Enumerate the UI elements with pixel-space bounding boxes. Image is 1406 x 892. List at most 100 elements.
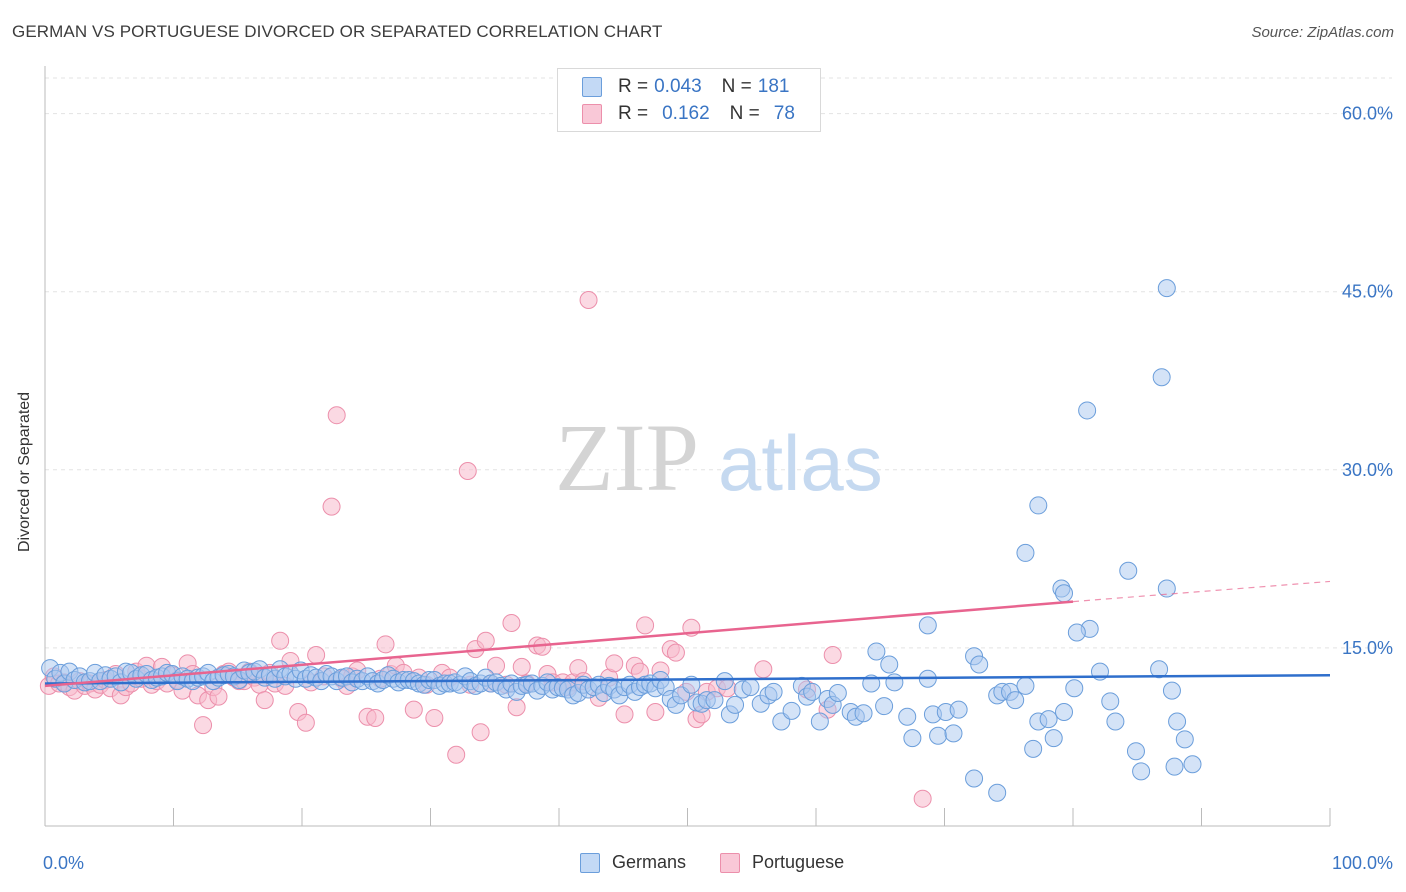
legend-item-germans[interactable]: Germans bbox=[580, 852, 686, 873]
gridlines bbox=[45, 77, 1392, 649]
germans-point bbox=[1165, 757, 1184, 776]
germans-point bbox=[1101, 692, 1120, 711]
germans-point bbox=[1157, 579, 1176, 598]
portuguese-swatch bbox=[582, 104, 602, 124]
germans-point bbox=[1055, 703, 1074, 722]
n-value: 181 bbox=[757, 76, 790, 97]
germans-trendline bbox=[44, 673, 1331, 685]
portuguese-point bbox=[512, 657, 531, 676]
germans-point bbox=[885, 673, 904, 692]
germans-point bbox=[1132, 762, 1151, 781]
portuguese-point bbox=[754, 660, 773, 679]
portuguese-point bbox=[476, 631, 495, 650]
portuguese-point bbox=[502, 613, 521, 632]
germans-point bbox=[854, 704, 873, 723]
germans-point bbox=[1016, 543, 1035, 562]
portuguese-point bbox=[458, 461, 477, 480]
portuguese-point bbox=[404, 700, 423, 719]
n-label: N = bbox=[721, 76, 752, 97]
portuguese-point bbox=[366, 708, 385, 727]
germans-point bbox=[988, 783, 1007, 802]
legend-label-portuguese: Portuguese bbox=[752, 852, 845, 872]
germans-point bbox=[1175, 730, 1194, 749]
series-germans bbox=[41, 279, 1202, 802]
germans-point bbox=[1039, 710, 1058, 729]
series-legend: Germans Portuguese bbox=[580, 852, 878, 873]
germans-point bbox=[867, 642, 886, 661]
germans-point bbox=[1150, 660, 1169, 679]
portuguese-point bbox=[823, 646, 842, 665]
germans-point bbox=[1119, 561, 1138, 580]
trendlines bbox=[44, 580, 1331, 688]
germans-swatch bbox=[580, 852, 600, 873]
y-axis-label-wrap: Divorced or Separated bbox=[16, 296, 34, 552]
y-axis-label: Divorced or Separated bbox=[16, 391, 33, 552]
germans-point bbox=[1168, 712, 1187, 731]
germans-point bbox=[875, 697, 894, 716]
legend-item-portuguese[interactable]: Portuguese bbox=[720, 852, 844, 873]
watermark-zip: ZIP bbox=[555, 404, 699, 511]
watermark-atlas: atlas bbox=[718, 419, 883, 507]
y-tick-label: 45.0% bbox=[1342, 282, 1393, 302]
y-tick-label: 60.0% bbox=[1342, 104, 1393, 124]
germans-point bbox=[715, 672, 734, 691]
germans-point bbox=[1024, 739, 1043, 758]
stats-legend: R = 0.043 N = 181 R = 0.162 N = 78 bbox=[557, 68, 821, 132]
legend-row-germans: R = 0.043 N = 181 bbox=[582, 74, 789, 100]
portuguese-point bbox=[376, 635, 395, 654]
germans-point bbox=[782, 701, 801, 720]
portuguese-point bbox=[194, 716, 213, 735]
series-portuguese bbox=[39, 291, 932, 808]
germans-point bbox=[965, 769, 984, 788]
germans-point bbox=[1162, 681, 1181, 700]
germans-point bbox=[1126, 742, 1145, 761]
germans-point bbox=[1067, 623, 1086, 642]
germans-point bbox=[1183, 755, 1202, 774]
portuguese-trendline bbox=[44, 600, 1074, 688]
germans-point bbox=[970, 655, 989, 674]
germans-point bbox=[741, 678, 760, 697]
watermark: ZIP atlas bbox=[555, 404, 883, 511]
portuguese-point bbox=[579, 291, 598, 310]
germans-point bbox=[898, 707, 917, 726]
n-label: N = bbox=[729, 103, 760, 124]
germans-point bbox=[929, 726, 948, 745]
x-tick-label: 100.0% bbox=[1332, 853, 1393, 873]
n-value: 78 bbox=[773, 103, 795, 124]
r-value: 0.162 bbox=[662, 103, 710, 124]
r-label: R = bbox=[618, 103, 649, 124]
y-tick-label: 30.0% bbox=[1342, 460, 1393, 480]
portuguese-point bbox=[209, 687, 228, 706]
germans-point bbox=[1106, 712, 1125, 731]
portuguese-point bbox=[425, 708, 444, 727]
germans-point bbox=[726, 695, 745, 714]
germans-point bbox=[1152, 368, 1171, 387]
germans-point bbox=[1055, 584, 1074, 603]
germans-point bbox=[880, 655, 899, 674]
germans-point bbox=[1078, 401, 1097, 420]
germans-point bbox=[903, 729, 922, 748]
legend-row-portuguese: R = 0.162 N = 78 bbox=[582, 101, 795, 127]
germans-point bbox=[810, 712, 829, 731]
germans-point bbox=[1065, 679, 1084, 698]
r-label: R = bbox=[618, 76, 649, 97]
portuguese-point bbox=[327, 406, 346, 425]
portuguese-point bbox=[307, 646, 326, 665]
tick-labels: 15.0% 30.0% 45.0% 60.0% 0.0% 100.0% bbox=[43, 104, 1393, 873]
germans-point bbox=[803, 682, 822, 701]
portuguese-point bbox=[605, 654, 624, 673]
germans-point bbox=[1044, 729, 1063, 748]
portuguese-point bbox=[296, 713, 315, 732]
germans-point bbox=[705, 691, 724, 710]
portuguese-point bbox=[913, 789, 932, 808]
germans-point bbox=[828, 684, 847, 703]
portuguese-point bbox=[615, 705, 634, 724]
portuguese-trendline-extension bbox=[1072, 580, 1331, 603]
portuguese-point bbox=[447, 745, 466, 764]
y-tick-label: 15.0% bbox=[1342, 638, 1393, 658]
germans-point bbox=[1016, 676, 1035, 695]
portuguese-point bbox=[271, 631, 290, 650]
germans-point bbox=[1157, 279, 1176, 298]
axes bbox=[44, 66, 1331, 827]
